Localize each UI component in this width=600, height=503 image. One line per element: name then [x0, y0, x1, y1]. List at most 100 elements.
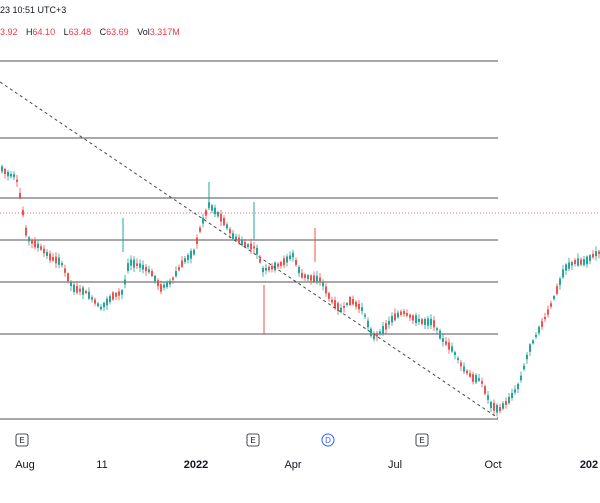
candle: [397, 310, 399, 319]
candle: [481, 377, 483, 388]
candle: [121, 288, 123, 300]
candle: [28, 235, 30, 246]
candle: [166, 280, 168, 289]
candle: [457, 356, 459, 364]
candle: [415, 312, 417, 327]
candle: [412, 314, 414, 324]
candle: [595, 246, 597, 261]
candle: [586, 255, 588, 268]
candle: [40, 243, 42, 252]
candle: [142, 260, 144, 274]
candle: [247, 242, 249, 250]
candle: [352, 295, 354, 306]
candle: [361, 302, 363, 315]
candle: [124, 274, 126, 289]
candle: [373, 331, 375, 342]
candle: [520, 371, 522, 383]
candle: [421, 317, 423, 326]
candle: [385, 320, 387, 334]
candle: [235, 233, 237, 242]
earnings-marker[interactable]: E: [415, 433, 429, 447]
candle: [427, 315, 429, 330]
candle: [19, 188, 21, 200]
ohlc-readout: 3.92 H64.10 L63.48 C63.69 Vol3.317M: [0, 27, 186, 37]
candle: [439, 328, 441, 340]
candle: [112, 291, 114, 301]
candle: [358, 300, 360, 314]
candle: [61, 260, 63, 268]
candle: [229, 226, 231, 239]
candle: [109, 294, 111, 305]
candle: [592, 250, 594, 259]
candle: [178, 264, 180, 272]
candle: [286, 254, 288, 267]
candle: [187, 253, 189, 264]
candle: [274, 261, 276, 273]
candle: [244, 239, 246, 248]
time-axis-label: 11: [96, 459, 107, 471]
candle: [517, 382, 519, 394]
candle: [232, 229, 234, 241]
candle: [436, 326, 438, 334]
candle: [577, 253, 579, 267]
volume-value: Vol3.317M: [137, 27, 180, 37]
candle: [76, 281, 78, 295]
dividend-marker[interactable]: D: [321, 433, 335, 447]
time-axis-label: 2022: [184, 459, 208, 471]
candle: [292, 249, 294, 262]
open-value: 3.92: [0, 27, 18, 37]
candle: [490, 400, 492, 413]
candle: [454, 350, 456, 360]
candle: [499, 403, 501, 414]
candle: [91, 295, 93, 303]
candle: [157, 278, 159, 291]
candle: [526, 351, 528, 365]
candle: [4, 167, 6, 179]
candle: [43, 245, 45, 257]
candle: [301, 268, 303, 279]
candle: [271, 262, 273, 273]
candle: [568, 257, 570, 272]
candle: [10, 171, 12, 179]
candle: [508, 393, 510, 405]
earnings-marker[interactable]: E: [246, 433, 260, 447]
candle: [220, 209, 222, 227]
candle: [307, 274, 309, 283]
candle: [553, 294, 555, 301]
low-value: L63.48: [63, 27, 92, 37]
candle: [418, 314, 420, 325]
candle: [97, 301, 99, 308]
candle: [175, 266, 177, 278]
candle: [196, 234, 198, 249]
candle: [211, 203, 213, 214]
candle: [103, 301, 105, 312]
candle: [106, 296, 108, 310]
time-axis[interactable]: Aug 11 2022 Apr Jul Oct 202: [15, 459, 598, 471]
earnings-marker[interactable]: E: [15, 433, 29, 447]
candle: [514, 385, 516, 395]
candle: [289, 251, 291, 262]
candle: [67, 272, 69, 284]
candle: [319, 273, 321, 286]
candle: [322, 279, 324, 291]
candle: [388, 316, 390, 329]
candle: [256, 244, 258, 260]
trend-line[interactable]: [0, 81, 499, 419]
time-axis-label: Apr: [284, 459, 301, 471]
candle: [34, 237, 36, 250]
candle: [73, 281, 75, 295]
candle: [283, 255, 285, 269]
candle: [55, 252, 57, 269]
candle: [277, 262, 279, 269]
candle: [511, 388, 513, 401]
candle: [88, 287, 90, 301]
candle: [310, 274, 312, 285]
candle: [547, 305, 549, 318]
candle: [148, 265, 150, 274]
candle: [370, 326, 372, 338]
candle: [472, 371, 474, 385]
candle: [49, 250, 51, 264]
candle: [31, 238, 33, 249]
candle: [529, 343, 531, 357]
